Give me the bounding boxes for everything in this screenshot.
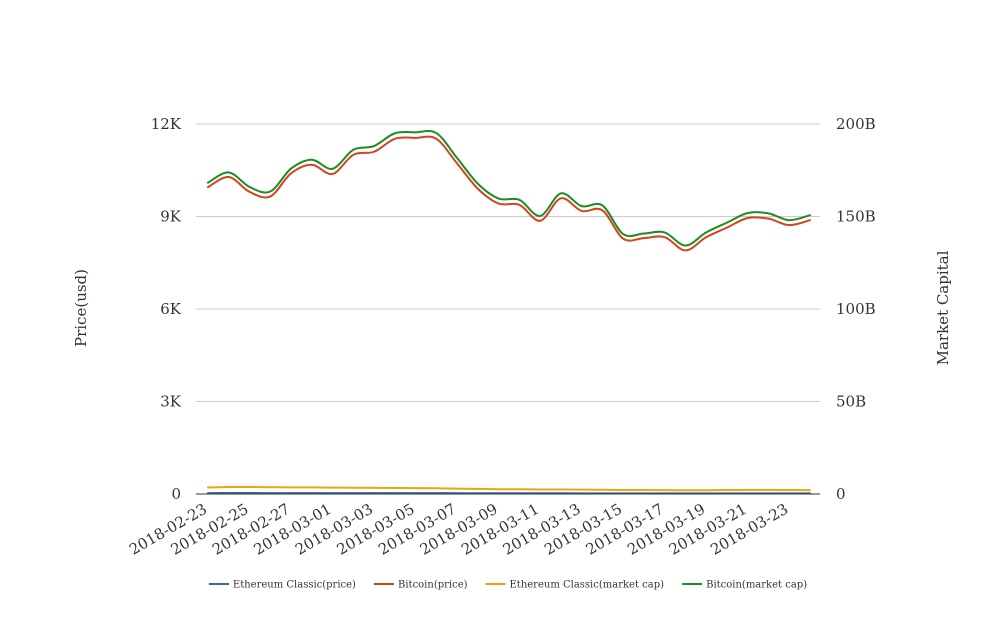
y2-tick-label: 150B — [836, 208, 876, 226]
legend-label: Ethereum Classic(market cap) — [510, 580, 665, 591]
legend-item-ethereum-classic-price[interactable]: Ethereum Classic(price) — [209, 580, 356, 591]
y-tick-label: 0 — [171, 485, 181, 503]
legend-label: Ethereum Classic(price) — [233, 580, 356, 591]
series-line-bitcoin-market-cap — [208, 131, 810, 246]
series-line-ethereum-classic-market-cap — [208, 487, 810, 490]
legend-item-ethereum-classic-market-cap[interactable]: Ethereum Classic(market cap) — [486, 580, 665, 591]
legend-item-bitcoin-market-cap[interactable]: Bitcoin(market cap) — [682, 580, 807, 591]
legend: Ethereum Classic(price) Bitcoin(price) Eth… — [209, 580, 807, 591]
legend-item-bitcoin-price[interactable]: Bitcoin(price) — [374, 580, 468, 591]
legend-label: Bitcoin(price) — [398, 580, 468, 591]
y-tick-label: 9K — [160, 208, 182, 226]
y2-tick-label: 100B — [836, 300, 876, 318]
series-lines — [208, 131, 810, 493]
y-tick-label: 6K — [160, 300, 182, 318]
y2-axis-title: Market Capital — [934, 250, 952, 365]
y2-tick-label: 50B — [836, 393, 866, 411]
legend-label: Bitcoin(market cap) — [706, 580, 807, 591]
y-tick-label: 3K — [160, 393, 182, 411]
series-line-bitcoin-price — [208, 137, 810, 251]
y2-tick-label: 0 — [836, 485, 846, 503]
gridlines — [196, 124, 820, 402]
y2-tick-label: 200B — [836, 115, 876, 133]
y-tick-label: 12K — [151, 115, 182, 133]
y-axis-title: Price(usd) — [72, 269, 90, 347]
